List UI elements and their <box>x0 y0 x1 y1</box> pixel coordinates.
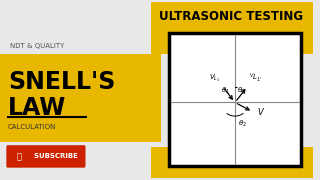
Text: $V$: $V$ <box>257 106 265 117</box>
Text: SUBSCRIBE: SUBSCRIBE <box>29 153 78 159</box>
Text: ULTRASONIC TESTING: ULTRASONIC TESTING <box>159 10 304 23</box>
Bar <box>151 147 313 178</box>
Text: NDT & QUALITY: NDT & QUALITY <box>10 43 64 49</box>
Bar <box>0 54 161 142</box>
Text: SNELL'S: SNELL'S <box>8 70 115 94</box>
Text: $\theta_1$: $\theta_1$ <box>221 86 230 96</box>
Bar <box>151 31 313 54</box>
FancyBboxPatch shape <box>6 145 85 168</box>
Text: LAW: LAW <box>8 96 66 120</box>
Text: $V_{L_1}$: $V_{L_1}$ <box>209 73 220 84</box>
Text: $\theta_1$: $\theta_1$ <box>237 86 246 96</box>
Bar <box>151 2 313 31</box>
Text: $\theta_2$: $\theta_2$ <box>238 119 247 129</box>
Text: 🔔: 🔔 <box>17 152 22 161</box>
Text: CALCULATION: CALCULATION <box>8 124 56 130</box>
Text: $^{V}L_{1^{\prime}}$: $^{V}L_{1^{\prime}}$ <box>249 71 263 84</box>
Bar <box>169 33 301 166</box>
